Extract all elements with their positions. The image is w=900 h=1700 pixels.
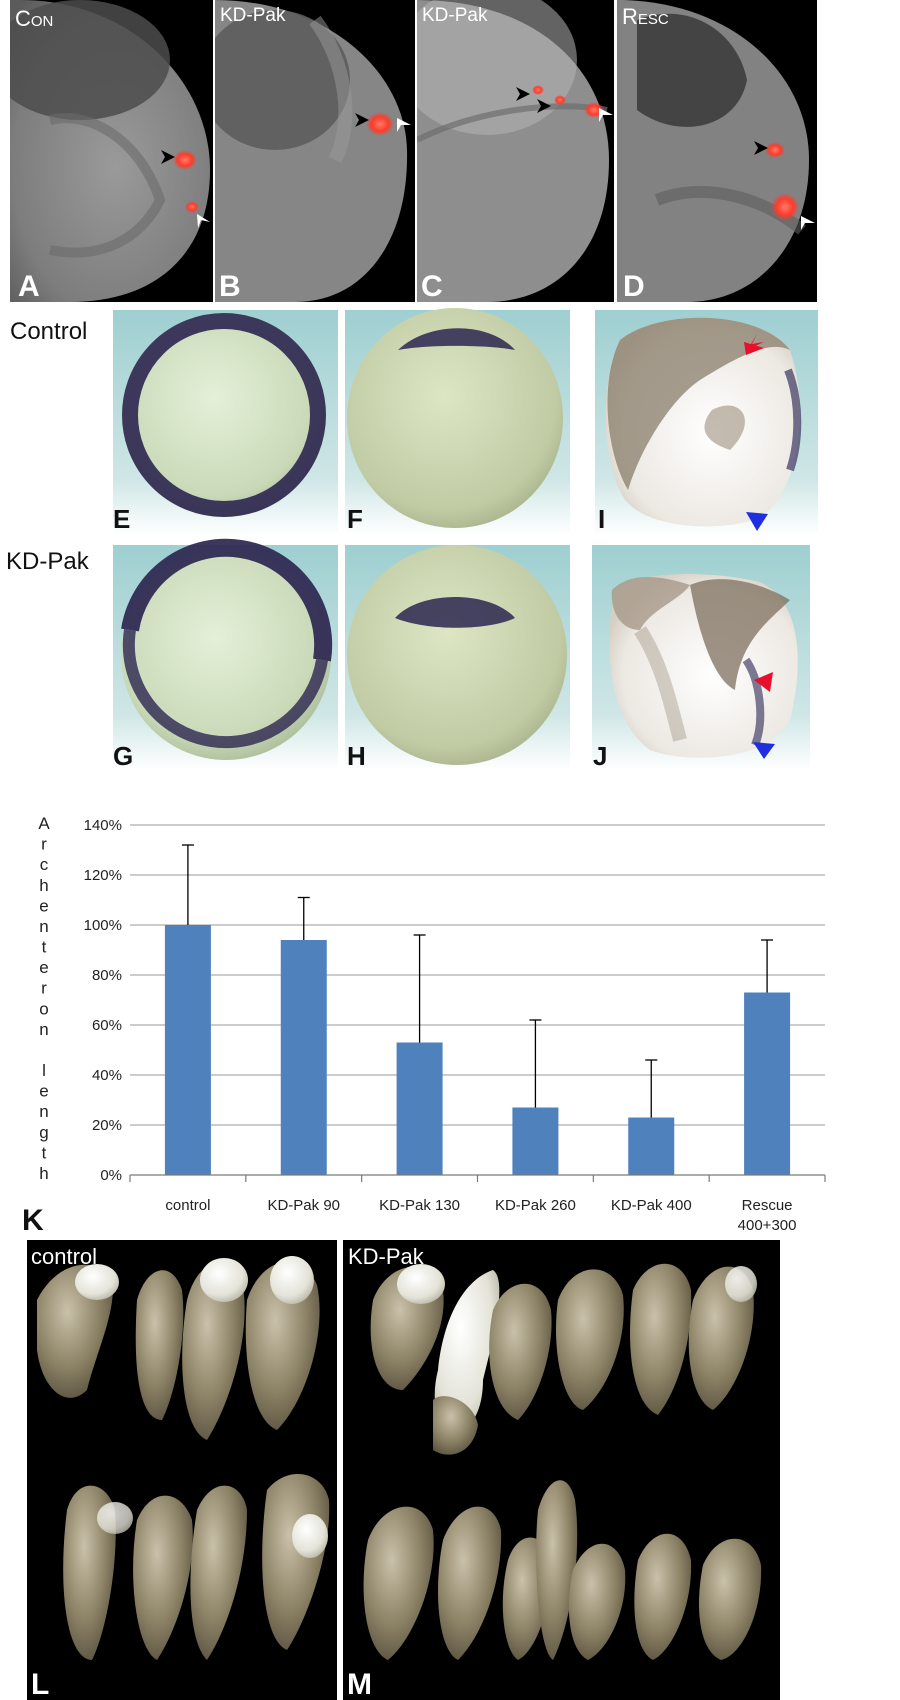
panel-m-letter: M [347,1668,372,1700]
x-tick-label: KD-Pak 90 [267,1197,340,1214]
panel-l-image [27,1240,337,1700]
bar [628,1117,675,1175]
y-axis-label-char: r [41,979,47,998]
y-tick-label: 100% [84,917,122,934]
panel-d-letter: D [623,270,645,302]
panel-b-image [215,0,415,302]
y-tick-label: 80% [92,967,122,984]
y-axis-label-char: t [42,938,47,957]
panel-d: Resc D [617,0,817,302]
gridlines [130,824,825,1126]
panel-k-letter: K [22,1204,44,1237]
panel-a: Con A [10,0,213,302]
panel-c-title: KD-Pak [422,5,488,26]
y-axis-label-char: A [38,814,50,833]
y-axis-label-char: n [39,1020,48,1039]
x-tick-label: KD-Pak 400 [611,1197,692,1214]
y-axis-label-char: l [42,1061,46,1080]
x-tick-label: control [165,1197,210,1214]
y-axis-label-char: e [39,896,48,915]
panel-m: KD-Pak M [343,1240,780,1700]
x-tick-label: Rescue 400+300 [738,1197,797,1234]
panel-c: KD-Pak C [417,0,614,302]
error-bars [181,844,774,1118]
panel-l-letter: L [31,1668,50,1700]
x-axis [129,1174,826,1182]
panel-e: E [113,310,338,535]
panel-b-title: KD-Pak [220,5,286,26]
x-tick-label: KD-Pak 130 [379,1197,460,1214]
y-tick-labels: 0% 20% 40% 60% 80% 100% 120% 140% [84,817,122,1184]
panel-a-title: Con [15,6,54,31]
panel-j-letter: J [593,741,607,771]
bar [512,1107,559,1175]
y-axis-label-char: e [39,958,48,977]
panel-h-letter: H [347,741,366,771]
y-axis-label-char: e [39,1082,48,1101]
y-axis-label-char: h [39,876,48,895]
panel-i: I [595,310,818,535]
y-axis-label-char: c [40,855,49,874]
y-axis-label-char: n [39,917,48,936]
y-axis-label-char: o [39,999,48,1018]
y-tick-label: 140% [84,817,122,834]
panel-j: J [592,545,810,771]
x-tick-labels: control KD-Pak 90 KD-Pak 130 KD-Pak 260 KD-P… [165,1197,796,1234]
y-axis-label-char: g [39,1123,48,1142]
panel-b: KD-Pak B [215,0,415,302]
panel-c-image [417,0,614,302]
panel-l: control L [27,1240,337,1700]
panel-l-title: control [31,1244,98,1269]
x-tick-label: KD-Pak 260 [495,1197,576,1214]
bar [396,1042,443,1175]
bar [164,925,211,1175]
panel-a-image [10,0,213,302]
panel-g-letter: G [113,741,133,771]
y-axis-label-char: h [39,1164,48,1183]
y-axis-label-char: t [42,1143,47,1162]
y-axis-label-char: n [39,1102,48,1121]
y-tick-label: 60% [92,1017,122,1034]
y-axis-label-char: r [41,835,47,854]
panel-e-letter: E [113,504,130,534]
bars [164,925,791,1175]
panel-g: G [113,538,338,771]
panel-m-image [343,1240,780,1700]
bar [744,992,791,1175]
panel-a-letter: A [18,270,40,302]
embryo-panels: E F I G H [113,308,818,771]
panel-c-letter: C [421,270,443,302]
row-label-control: Control [10,318,88,345]
y-tick-label: 0% [100,1167,122,1184]
panel-i-letter: I [598,504,605,534]
y-tick-label: 20% [92,1117,122,1134]
panel-m-title: KD-Pak [348,1244,424,1269]
panel-f: F [345,308,570,535]
panel-f-letter: F [347,504,363,534]
panel-d-image [617,0,817,302]
panel-d-title: Resc [622,4,669,29]
row-label-kdpak: KD-Pak [6,548,89,575]
panel-h: H [345,545,570,771]
panel-b-letter: B [219,270,241,302]
y-tick-label: 40% [92,1067,122,1084]
bar [280,940,327,1175]
y-tick-label: 120% [84,867,122,884]
